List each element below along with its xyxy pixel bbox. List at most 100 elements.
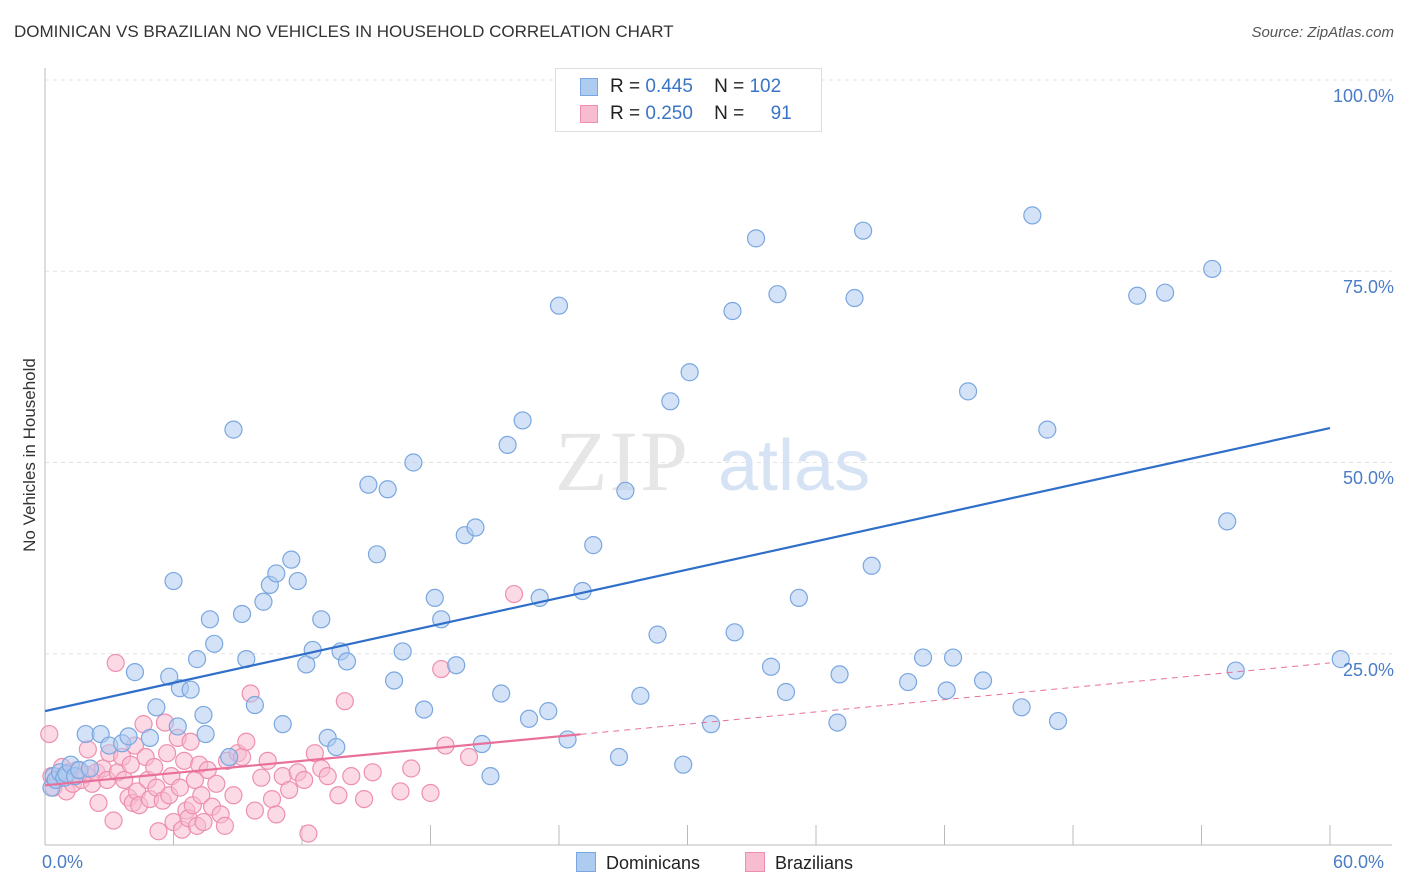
dominican-point (973, 671, 993, 690)
brazilian-point (402, 759, 421, 778)
brazilian-point (40, 724, 59, 744)
dominican-point (549, 296, 569, 315)
legend-n-label: N = (714, 76, 745, 97)
dominicans-trend-line (44, 427, 1331, 713)
chart-title: DOMINICAN VS BRAZILIAN NO VEHICLES IN HO… (14, 22, 674, 41)
brazilian-point (224, 786, 243, 805)
dominican-point (862, 556, 881, 575)
dominican-point (187, 650, 207, 669)
dominican-point (680, 363, 699, 382)
legend-n-label: N = (714, 103, 745, 124)
series-brazilians-points (40, 584, 524, 843)
dominican-point (1038, 420, 1057, 439)
y-tick-50: 50.0% (1342, 468, 1394, 488)
brazilian-point (106, 653, 125, 673)
dominican-point (164, 571, 183, 591)
legend-swatch-dominicans (580, 78, 598, 96)
brazilian-point (245, 801, 264, 820)
brazilian-point (237, 732, 256, 751)
dominican-point (913, 648, 933, 667)
brazilian-point (280, 780, 299, 800)
dominican-point (492, 684, 511, 703)
dominican-point (616, 481, 635, 500)
dominican-point (168, 717, 187, 736)
dominican-point (359, 475, 378, 494)
source-label: Source: ZipAtlas.com (1251, 24, 1394, 41)
brazilian-point (78, 740, 97, 759)
dominican-point (80, 759, 100, 778)
y-tick-100: 100.0% (1332, 86, 1394, 106)
brazilian-point (207, 774, 226, 793)
dominican-point (196, 724, 215, 744)
dominican-point (147, 698, 166, 717)
dominican-point (273, 715, 292, 734)
dominican-point (384, 671, 404, 690)
dominican-point (1012, 698, 1031, 717)
brazilian-point (432, 659, 451, 679)
brazilians-trend-line (44, 733, 581, 787)
dominican-point (661, 392, 680, 411)
dominican-point (194, 705, 213, 725)
legend-r-value: 0.250 (645, 103, 693, 124)
bottom-legend-dominicans: Dominicans (576, 852, 700, 874)
brazilian-point (215, 816, 234, 835)
dominican-point (674, 755, 693, 774)
dominican-point (220, 747, 239, 767)
bottom-legend-swatch-brazilians (745, 852, 765, 872)
series-dominicans-points (42, 206, 1350, 797)
brazilian-point (258, 751, 277, 770)
dominican-point (723, 301, 742, 321)
brazilian-point (252, 768, 271, 787)
dominican-point (288, 571, 307, 591)
watermark-atlas: atlas (718, 426, 870, 506)
dominican-point (513, 411, 532, 430)
dominican-point (854, 221, 873, 240)
brazilians-trend-line-extension (580, 662, 1331, 735)
legend-n-value: 102 (749, 76, 782, 97)
dominican-point (937, 681, 956, 700)
gridlines (45, 79, 1392, 655)
axes (44, 68, 1392, 846)
brazilian-point (115, 770, 134, 790)
brazilian-point (149, 822, 168, 841)
brazilian-point (170, 778, 190, 797)
dominican-point (845, 288, 864, 308)
brazilian-point (262, 789, 282, 809)
x-tick-min: 0.0% (42, 852, 84, 872)
brazilian-point (421, 783, 440, 803)
brazilian-point (504, 584, 524, 604)
dominican-point (609, 747, 629, 767)
dominican-point (539, 702, 558, 721)
dominican-point (789, 588, 808, 608)
dominican-point (498, 435, 517, 455)
brazilian-point (89, 793, 108, 813)
dominican-point (768, 285, 787, 304)
dominican-point (1218, 512, 1237, 531)
legend-r-label: R = (610, 76, 641, 97)
dominican-point (125, 663, 145, 682)
watermark: ZIP atlas (555, 413, 870, 509)
bottom-legend-brazilians: Brazilians (745, 852, 853, 874)
bottom-legend-swatch-dominicans (576, 852, 596, 872)
dominican-point (337, 652, 357, 671)
dominican-point (725, 623, 744, 642)
dominican-point (425, 588, 444, 608)
dominican-point (205, 634, 224, 653)
trend-lines (44, 427, 1331, 787)
y-tick-25: 25.0% (1342, 660, 1394, 680)
dominican-point (958, 382, 978, 401)
dominican-point (378, 480, 397, 499)
brazilian-point (342, 767, 361, 786)
brazilian-point (121, 755, 140, 774)
brazilian-point (175, 751, 194, 770)
dominican-point (648, 625, 667, 644)
dominican-point (898, 672, 918, 692)
dominican-point (584, 536, 603, 555)
dominican-point (447, 656, 466, 675)
brazilian-point (104, 811, 123, 830)
dominican-point (367, 545, 387, 564)
dominican-point (119, 727, 138, 746)
dominican-point (282, 550, 301, 569)
bottom-legend-label-dominicans: Dominicans (606, 853, 701, 873)
brazilian-point (192, 786, 211, 805)
